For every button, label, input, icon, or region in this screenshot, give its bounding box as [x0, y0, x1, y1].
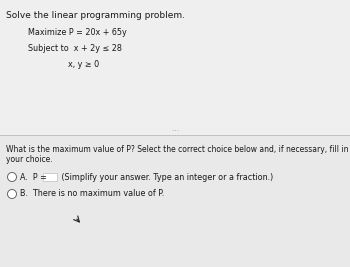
Text: (Simplify your answer. Type an integer or a fraction.): (Simplify your answer. Type an integer o…	[59, 172, 273, 182]
Bar	[0, 135, 350, 267]
Text: Solve the linear programming problem.: Solve the linear programming problem.	[6, 11, 185, 20]
Circle shape	[7, 190, 16, 198]
Text: B.  There is no maximum value of P.: B. There is no maximum value of P.	[20, 190, 164, 198]
Text: x, y ≥ 0: x, y ≥ 0	[68, 60, 99, 69]
Circle shape	[7, 172, 16, 182]
Bar	[0, 0, 350, 135]
Text: your choice.: your choice.	[6, 155, 53, 164]
Text: A.  P =: A. P =	[20, 172, 47, 182]
Text: Maximize P = 20x + 65y: Maximize P = 20x + 65y	[28, 28, 127, 37]
Bar	[43, 173, 57, 181]
Text: What is the maximum value of P? Select the correct choice below and, if necessar: What is the maximum value of P? Select t…	[6, 145, 350, 154]
Text: Subject to  x + 2y ≤ 28: Subject to x + 2y ≤ 28	[28, 44, 122, 53]
Text: ⋯: ⋯	[172, 128, 178, 134]
